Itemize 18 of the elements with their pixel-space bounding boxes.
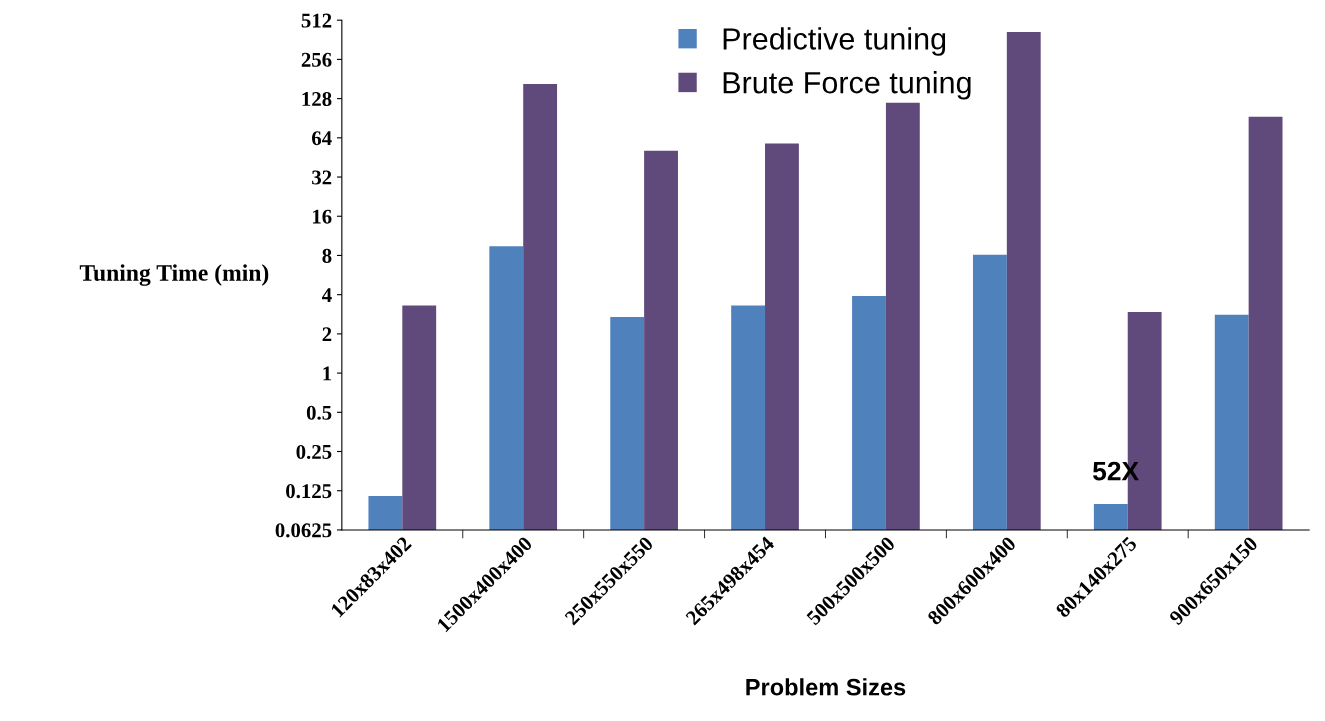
y-tick-label: 8 (322, 248, 332, 263)
y-tick-label: 0.0625 (275, 523, 332, 538)
legend-label: Predictive tuning (723, 27, 946, 56)
y-tick-label: 512 (301, 13, 332, 28)
y-tick-label: 4 (322, 288, 332, 302)
legend-label: Brute Force tuning (723, 71, 971, 100)
y-tick-label: 0.5 (306, 405, 332, 420)
y-tick-label: 16 (312, 209, 332, 224)
y-tick-label: 2 (322, 327, 332, 342)
y-axis-title: Tuning Time (min) (79, 264, 269, 286)
y-tick-label: 64 (312, 131, 332, 146)
y-tick-label: 0.25 (296, 444, 332, 460)
y-tick-label: 1 (323, 366, 332, 381)
x-axis-title: Problem Sizes (746, 678, 906, 696)
y-tick-label: 256 (301, 52, 332, 67)
y-tick-label: 32 (312, 170, 332, 185)
y-tick-label: 128 (302, 91, 332, 107)
y-tick-label: 0.125 (286, 484, 332, 499)
